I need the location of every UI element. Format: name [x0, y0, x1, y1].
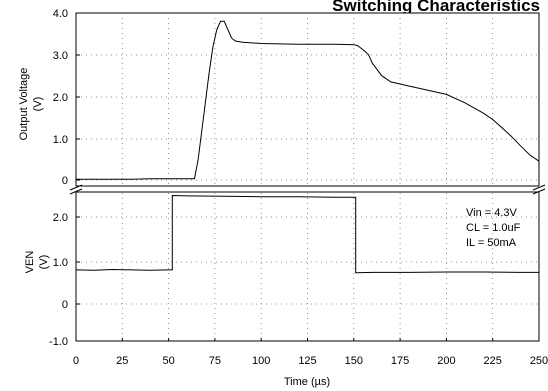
x-tick-label-2: 50	[162, 355, 174, 367]
x-tick-label-8: 200	[437, 355, 455, 367]
y-tick-label-0-2: 2.0	[53, 92, 68, 104]
ylabel-enable-line1: VEN	[24, 251, 36, 274]
trace-enable	[75, 194, 539, 274]
annotation-il: IL = 50mA	[466, 237, 517, 249]
chart-title: Switching Characteristics	[332, 0, 540, 15]
ylabel-output-line1: Output Voltage	[18, 68, 30, 141]
conditions-annotation: Vin = 4.3V CL = 1.0uF IL = 50mA	[466, 207, 521, 249]
y-tick-label-0-0: 4.0	[53, 8, 68, 20]
trace-output	[76, 20, 540, 180]
ylabel-enable-line2: (V)	[38, 255, 50, 270]
x-tick-label-6: 150	[345, 355, 363, 367]
y-tick-label-1-1: 1.0	[53, 257, 68, 269]
y-tick-label-0-4: 0	[62, 175, 68, 187]
x-tick-label-9: 225	[484, 355, 502, 367]
plot-area	[75, 12, 540, 342]
series	[75, 20, 540, 274]
xlabel: Time (µs)	[284, 376, 330, 388]
y-tick-label-0-1: 3.0	[53, 50, 68, 62]
x-tick-label-10: 250	[530, 355, 548, 367]
x-tick-label-3: 75	[209, 355, 221, 367]
x-tick-label-1: 25	[116, 355, 128, 367]
x-tick-label-5: 125	[298, 355, 316, 367]
x-tick-label-7: 175	[391, 355, 409, 367]
y-tick-label-1-2: 0	[62, 299, 68, 311]
tick-labels: 0 25 50 75 100 125 150 175 200 225 250 4.0 3.0 2.0 1.0…	[49, 8, 548, 367]
ylabel-enable: VEN (V)	[24, 251, 50, 274]
y-tick-label-0-3: 1.0	[53, 134, 68, 146]
axis-break	[69, 184, 546, 195]
x-tick-label-4: 100	[252, 355, 270, 367]
annotation-vin: Vin = 4.3V	[466, 207, 518, 219]
y-tick-label-1-0: 2.0	[53, 212, 68, 224]
x-tick-label-0: 0	[73, 355, 79, 367]
ylabel-output: Output Voltage (V)	[18, 68, 44, 141]
ylabel-output-line2: (V)	[32, 97, 44, 112]
annotation-cl: CL = 1.0uF	[466, 222, 521, 234]
grid	[76, 13, 539, 341]
y-tick-label-1-3: -1.0	[49, 336, 68, 348]
